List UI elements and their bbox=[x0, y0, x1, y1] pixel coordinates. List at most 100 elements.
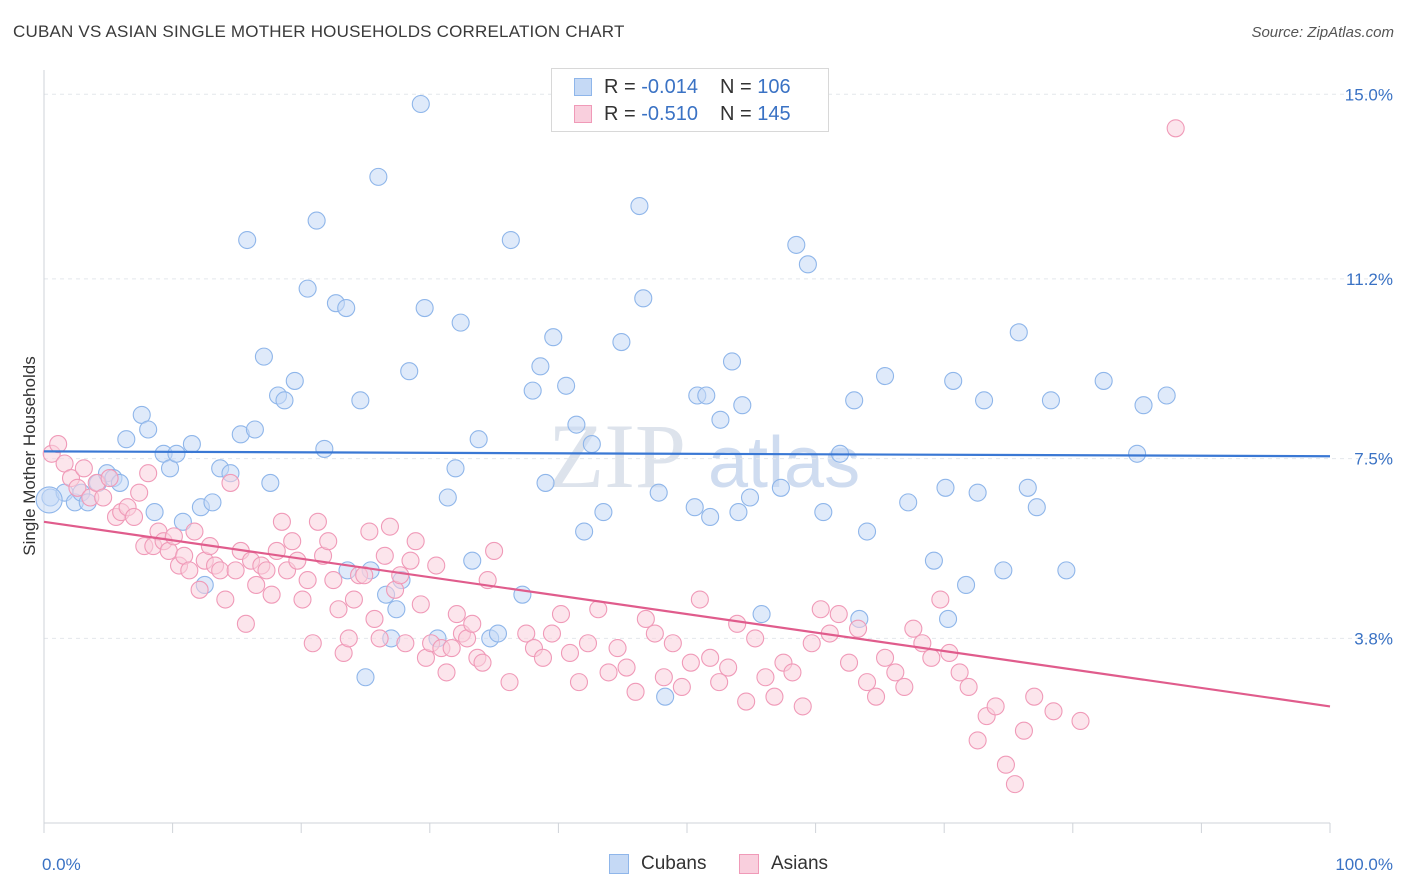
point-cubans bbox=[630, 196, 649, 216]
point-asians bbox=[1071, 711, 1090, 731]
point-asians bbox=[427, 556, 446, 575]
point-asians bbox=[710, 673, 729, 692]
y-tick-label: 15.0% bbox=[1345, 85, 1393, 104]
point-asians bbox=[866, 687, 886, 706]
point-cubans bbox=[857, 522, 877, 541]
data-points bbox=[35, 94, 1185, 794]
point-cubans bbox=[722, 352, 742, 371]
point-asians bbox=[262, 585, 281, 604]
point-asians bbox=[365, 609, 384, 629]
point-asians bbox=[406, 532, 425, 551]
trend-line-cubans bbox=[43, 450, 1331, 458]
point-cubans bbox=[400, 362, 419, 381]
point-cubans bbox=[285, 371, 304, 390]
point-asians bbox=[931, 590, 950, 609]
y-tick-label: 3.8% bbox=[1354, 629, 1393, 648]
point-asians bbox=[793, 697, 812, 716]
point-cubans bbox=[469, 430, 488, 449]
point-asians bbox=[485, 541, 504, 560]
point-cubans bbox=[612, 333, 631, 352]
point-asians bbox=[391, 566, 410, 585]
legend-row-cubans: R = -0.014 N = 106 bbox=[574, 74, 791, 100]
point-cubans bbox=[711, 410, 730, 429]
point-asians bbox=[1044, 702, 1063, 721]
point-cubans bbox=[523, 381, 542, 400]
point-cubans bbox=[814, 503, 833, 522]
stats-legend: R = -0.014 N = 106 R = -0.510 N = 145 bbox=[551, 68, 829, 132]
point-asians bbox=[124, 507, 144, 526]
point-cubans bbox=[536, 473, 555, 492]
point-cubans bbox=[582, 435, 601, 454]
point-asians bbox=[303, 634, 322, 653]
point-asians bbox=[324, 571, 343, 590]
point-cubans bbox=[1094, 371, 1113, 390]
point-cubans bbox=[771, 478, 790, 497]
point-cubans bbox=[685, 498, 704, 517]
point-cubans bbox=[1018, 478, 1037, 497]
point-asians bbox=[886, 663, 905, 682]
point-asians bbox=[1014, 721, 1033, 740]
y-axis-label: Single Mother Households bbox=[20, 356, 39, 555]
point-asians bbox=[68, 478, 87, 497]
point-asians bbox=[380, 517, 399, 536]
point-asians bbox=[599, 663, 618, 682]
point-cubans bbox=[337, 298, 356, 318]
point-cubans bbox=[1027, 498, 1046, 517]
point-asians bbox=[672, 677, 691, 697]
point-asians bbox=[617, 658, 636, 677]
point-cubans bbox=[567, 415, 586, 434]
point-asians bbox=[1166, 119, 1185, 138]
point-cubans bbox=[173, 512, 192, 531]
point-asians bbox=[636, 609, 655, 629]
point-cubans bbox=[957, 575, 976, 595]
point-asians bbox=[442, 639, 461, 658]
point-cubans bbox=[845, 391, 864, 410]
point-asians bbox=[308, 512, 327, 531]
point-asians bbox=[236, 614, 255, 633]
point-cubans bbox=[298, 279, 317, 298]
point-cubans bbox=[1057, 561, 1076, 580]
x-tick-label: 100.0% bbox=[1335, 855, 1393, 874]
point-cubans bbox=[203, 493, 222, 512]
point-asians bbox=[473, 653, 492, 672]
point-cubans bbox=[1134, 396, 1153, 415]
point-asians bbox=[904, 619, 923, 638]
point-asians bbox=[463, 614, 482, 633]
point-asians bbox=[517, 624, 536, 643]
point-asians bbox=[339, 629, 358, 648]
point-asians bbox=[319, 532, 338, 551]
watermark: ZIP atlas bbox=[548, 405, 860, 507]
point-asians bbox=[783, 663, 802, 682]
legend-n-value: 106 bbox=[757, 75, 791, 98]
point-cubans bbox=[351, 391, 370, 410]
point-cubans bbox=[387, 600, 406, 619]
legend-swatch-cubans bbox=[574, 78, 592, 96]
series-legend: Cubans Asians bbox=[0, 850, 1406, 878]
legend-swatch-asians bbox=[739, 854, 759, 874]
legend-r-value: -0.014 bbox=[641, 75, 698, 98]
point-cubans bbox=[968, 483, 987, 502]
axes bbox=[43, 70, 1331, 833]
point-asians bbox=[569, 673, 589, 692]
point-cubans bbox=[798, 255, 817, 274]
point-asians bbox=[986, 697, 1005, 716]
legend-item-cubans: Cubans bbox=[609, 850, 707, 878]
point-cubans bbox=[752, 605, 771, 624]
point-asians bbox=[811, 600, 830, 619]
point-cubans bbox=[701, 507, 720, 526]
legend-item-asians: Asians bbox=[739, 850, 828, 878]
point-asians bbox=[645, 624, 664, 643]
point-asians bbox=[728, 614, 747, 633]
point-asians bbox=[211, 561, 230, 580]
point-asians bbox=[875, 648, 895, 667]
point-asians bbox=[839, 653, 859, 672]
point-cubans bbox=[924, 551, 943, 570]
point-asians bbox=[396, 634, 415, 653]
point-cubans bbox=[167, 444, 186, 463]
point-asians bbox=[950, 663, 969, 682]
point-asians bbox=[298, 571, 317, 590]
point-asians bbox=[560, 643, 580, 663]
point-asians bbox=[551, 605, 571, 624]
point-asians bbox=[737, 692, 756, 711]
